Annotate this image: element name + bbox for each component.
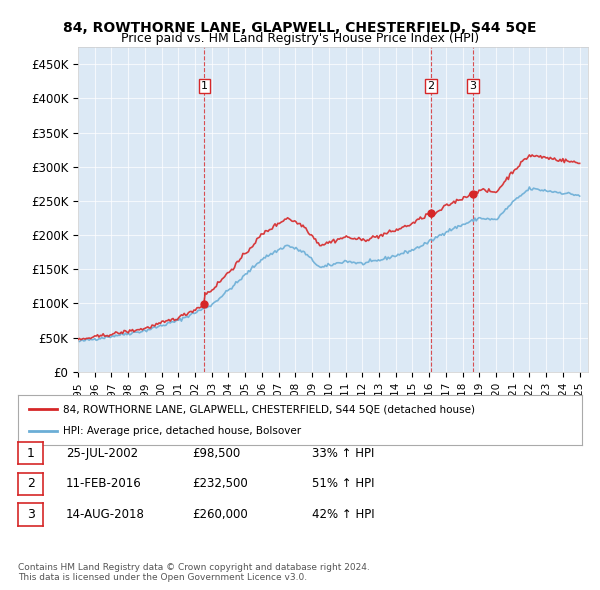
Text: Contains HM Land Registry data © Crown copyright and database right 2024.
This d: Contains HM Land Registry data © Crown c… (18, 563, 370, 582)
Text: Price paid vs. HM Land Registry's House Price Index (HPI): Price paid vs. HM Land Registry's House … (121, 32, 479, 45)
Text: 84, ROWTHORNE LANE, GLAPWELL, CHESTERFIELD, S44 5QE: 84, ROWTHORNE LANE, GLAPWELL, CHESTERFIE… (63, 21, 537, 35)
Text: 2: 2 (26, 477, 35, 490)
Text: 3: 3 (469, 81, 476, 91)
Text: £98,500: £98,500 (192, 447, 240, 460)
Text: £260,000: £260,000 (192, 508, 248, 521)
Text: HPI: Average price, detached house, Bolsover: HPI: Average price, detached house, Bols… (63, 427, 301, 437)
Text: 84, ROWTHORNE LANE, GLAPWELL, CHESTERFIELD, S44 5QE (detached house): 84, ROWTHORNE LANE, GLAPWELL, CHESTERFIE… (63, 404, 475, 414)
Text: 14-AUG-2018: 14-AUG-2018 (66, 508, 145, 521)
Text: £232,500: £232,500 (192, 477, 248, 490)
Text: 42% ↑ HPI: 42% ↑ HPI (312, 508, 374, 521)
Text: 51% ↑ HPI: 51% ↑ HPI (312, 477, 374, 490)
Text: 11-FEB-2016: 11-FEB-2016 (66, 477, 142, 490)
Text: 25-JUL-2002: 25-JUL-2002 (66, 447, 138, 460)
Text: 33% ↑ HPI: 33% ↑ HPI (312, 447, 374, 460)
Text: 3: 3 (26, 508, 35, 521)
Text: 2: 2 (428, 81, 435, 91)
Text: 1: 1 (201, 81, 208, 91)
Text: 1: 1 (26, 447, 35, 460)
